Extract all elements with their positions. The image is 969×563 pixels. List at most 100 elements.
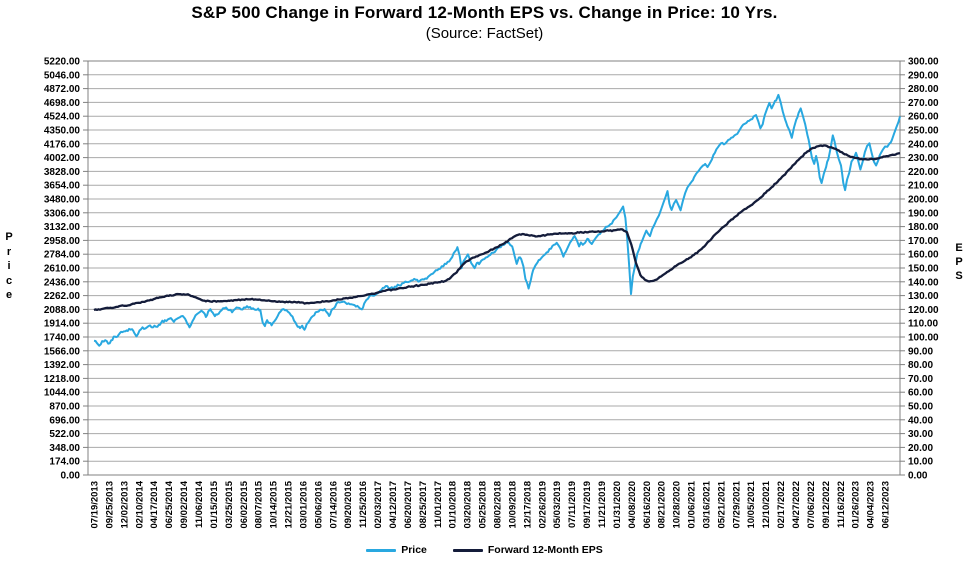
- x-axis-tick-label: 12/10/2021: [761, 480, 772, 528]
- eps-axis-tick-label: 60.00: [908, 388, 933, 399]
- price-axis-tick-label: 1740.00: [44, 333, 81, 344]
- x-axis-tick-label: 05/21/2021: [716, 480, 727, 528]
- price-axis-tick-label: 4350.00: [44, 126, 81, 137]
- x-axis-tick-label: 08/02/2018: [493, 481, 504, 529]
- x-axis-tick-label: 08/25/2017: [418, 481, 429, 529]
- eps-axis-tick-label: 250.00: [908, 126, 939, 137]
- eps-axis-tick-label: 10.00: [908, 457, 933, 468]
- x-axis-tick-label: 01/10/2018: [448, 481, 459, 529]
- eps-axis-tick-label: 120.00: [908, 305, 939, 316]
- x-axis-tick-label: 09/25/2013: [104, 481, 115, 529]
- x-axis-tick-label: 04/27/2022: [791, 481, 802, 529]
- x-axis-tick-label: 12/17/2018: [522, 481, 533, 529]
- price-axis-tick-label: 5046.00: [44, 70, 81, 81]
- plot-border: [87, 60, 901, 476]
- price-axis-tick-label: 0.00: [61, 471, 81, 482]
- x-axis-tick-label: 02/03/2017: [373, 481, 384, 529]
- price-axis-tick-label: 696.00: [49, 415, 80, 426]
- legend-label-price: Price: [401, 544, 427, 556]
- price-axis-tick-label: 870.00: [49, 402, 80, 413]
- x-axis-tick-label: 11/21/2019: [597, 481, 608, 528]
- x-axis-tick-label: 06/12/2023: [881, 481, 892, 529]
- x-axis-tick-label: 04/04/2023: [866, 481, 877, 529]
- eps-axis-tick-label: 70.00: [908, 374, 933, 385]
- eps-axis-tick-label: 210.00: [908, 181, 939, 192]
- eps-axis-title: E P S: [955, 242, 963, 282]
- x-axis-tick-label: 06/20/2017: [403, 481, 414, 529]
- x-axis-tick-label: 05/06/2016: [313, 481, 324, 529]
- price-axis-tick-label: 2784.00: [44, 250, 81, 261]
- price-line-swatch: [366, 548, 397, 552]
- price-axis-tick-label: 1392.00: [44, 360, 81, 371]
- x-axis-tick-label: 11/16/2022: [836, 481, 847, 528]
- price-axis-tick-label: 522.00: [49, 429, 80, 440]
- x-axis-tick-label: 07/19/2013: [90, 481, 101, 529]
- eps-axis-tick-label: 0.00: [908, 471, 928, 482]
- price-axis-tick-label: 4176.00: [44, 139, 81, 150]
- x-axis-tick-label: 08/21/2020: [657, 481, 668, 529]
- legend-label-eps: Forward 12-Month EPS: [487, 544, 603, 556]
- eps-axis-tick-label: 160.00: [908, 250, 939, 261]
- x-axis-tick-label: 09/02/2014: [179, 480, 190, 528]
- x-axis-tick-label: 06/02/2015: [239, 480, 250, 528]
- x-axis-tick-label: 11/01/2017: [433, 481, 444, 528]
- eps-axis-tick-label: 180.00: [908, 222, 939, 233]
- x-axis-tick-label: 02/10/2014: [134, 480, 145, 528]
- x-axis-tick-label: 09/17/2019: [582, 481, 593, 529]
- x-axis-tick-label: 10/09/2018: [507, 481, 518, 529]
- eps-axis-tick-label: 90.00: [908, 346, 933, 357]
- price-axis-tick-label: 4872.00: [44, 84, 81, 95]
- price-axis-tick-label: 3480.00: [44, 195, 81, 206]
- price-axis-tick-label: 2262.00: [44, 291, 81, 302]
- price-axis-tick-label: 2436.00: [44, 277, 81, 288]
- x-axis-tick-label: 03/16/2021: [701, 480, 712, 528]
- x-axis-tick-label: 11/25/2016: [358, 481, 369, 528]
- price-axis-tick-label: 4002.00: [44, 153, 81, 164]
- price-axis-tick-label: 3132.00: [44, 222, 81, 233]
- x-axis-tick-label: 09/20/2016: [343, 481, 354, 529]
- price-axis-tick-label: 3828.00: [44, 167, 81, 178]
- eps-axis-tick-label: 220.00: [908, 167, 939, 178]
- eps-axis-tick-label: 200.00: [908, 195, 939, 206]
- x-axis-tick-label: 06/16/2020: [642, 481, 653, 529]
- x-axis-tick-label: 05/03/2019: [552, 481, 563, 529]
- legend-item-price: Price: [366, 544, 427, 556]
- price-axis-tick-label: 2610.00: [44, 264, 81, 275]
- price-axis-tick-label: 4698.00: [44, 98, 81, 109]
- price-axis-tick-label: 1044.00: [44, 388, 81, 399]
- price-axis-tick-label: 3654.00: [44, 181, 81, 192]
- eps-line-swatch: [452, 548, 483, 552]
- eps-line: [93, 144, 901, 312]
- x-axis-tick-label: 01/31/2020: [612, 481, 623, 529]
- eps-axis-tick-label: 40.00: [908, 415, 933, 426]
- x-axis-tick-label: 06/25/2014: [164, 480, 175, 528]
- x-axis-tick-label: 02/26/2019: [537, 481, 548, 529]
- eps-axis-tick-label: 30.00: [908, 429, 933, 440]
- x-axis-tick-label: 01/06/2021: [687, 480, 698, 528]
- x-axis-tick-label: 07/06/2022: [806, 481, 817, 529]
- x-axis-tick-label: 01/15/2015: [209, 480, 220, 528]
- legend-item-eps: Forward 12-Month EPS: [452, 544, 603, 556]
- eps-axis-tick-label: 240.00: [908, 139, 939, 150]
- x-axis-tick-label: 11/06/2014: [194, 480, 205, 528]
- eps-axis-tick-label: 50.00: [908, 402, 933, 413]
- eps-axis-tick-label: 290.00: [908, 70, 939, 81]
- eps-axis-tick-label: 230.00: [908, 153, 939, 164]
- eps-axis-tick-label: 170.00: [908, 236, 939, 247]
- x-axis-tick-label: 07/14/2016: [328, 481, 339, 529]
- eps-axis-tick-label: 300.00: [908, 57, 939, 68]
- eps-axis-tick-label: 100.00: [908, 333, 939, 344]
- x-axis-tick-label: 07/29/2021: [731, 480, 742, 528]
- x-axis-tick-label: 10/05/2021: [746, 480, 757, 528]
- price-axis-tick-label: 2958.00: [44, 236, 81, 247]
- price-line: [93, 93, 901, 347]
- price-axis-tick-label: 2088.00: [44, 305, 81, 316]
- x-axis-tick-label: 02/17/2022: [776, 481, 787, 529]
- eps-axis-tick-label: 110.00: [908, 319, 938, 330]
- eps-axis-tick-label: 150.00: [908, 264, 939, 275]
- x-axis-tick-label: 08/07/2015: [254, 480, 265, 528]
- chart-title: S&P 500 Change in Forward 12-Month EPS v…: [191, 3, 778, 22]
- x-axis-tick-label: 12/02/2013: [119, 481, 130, 529]
- x-axis-tick-label: 03/20/2018: [463, 481, 474, 529]
